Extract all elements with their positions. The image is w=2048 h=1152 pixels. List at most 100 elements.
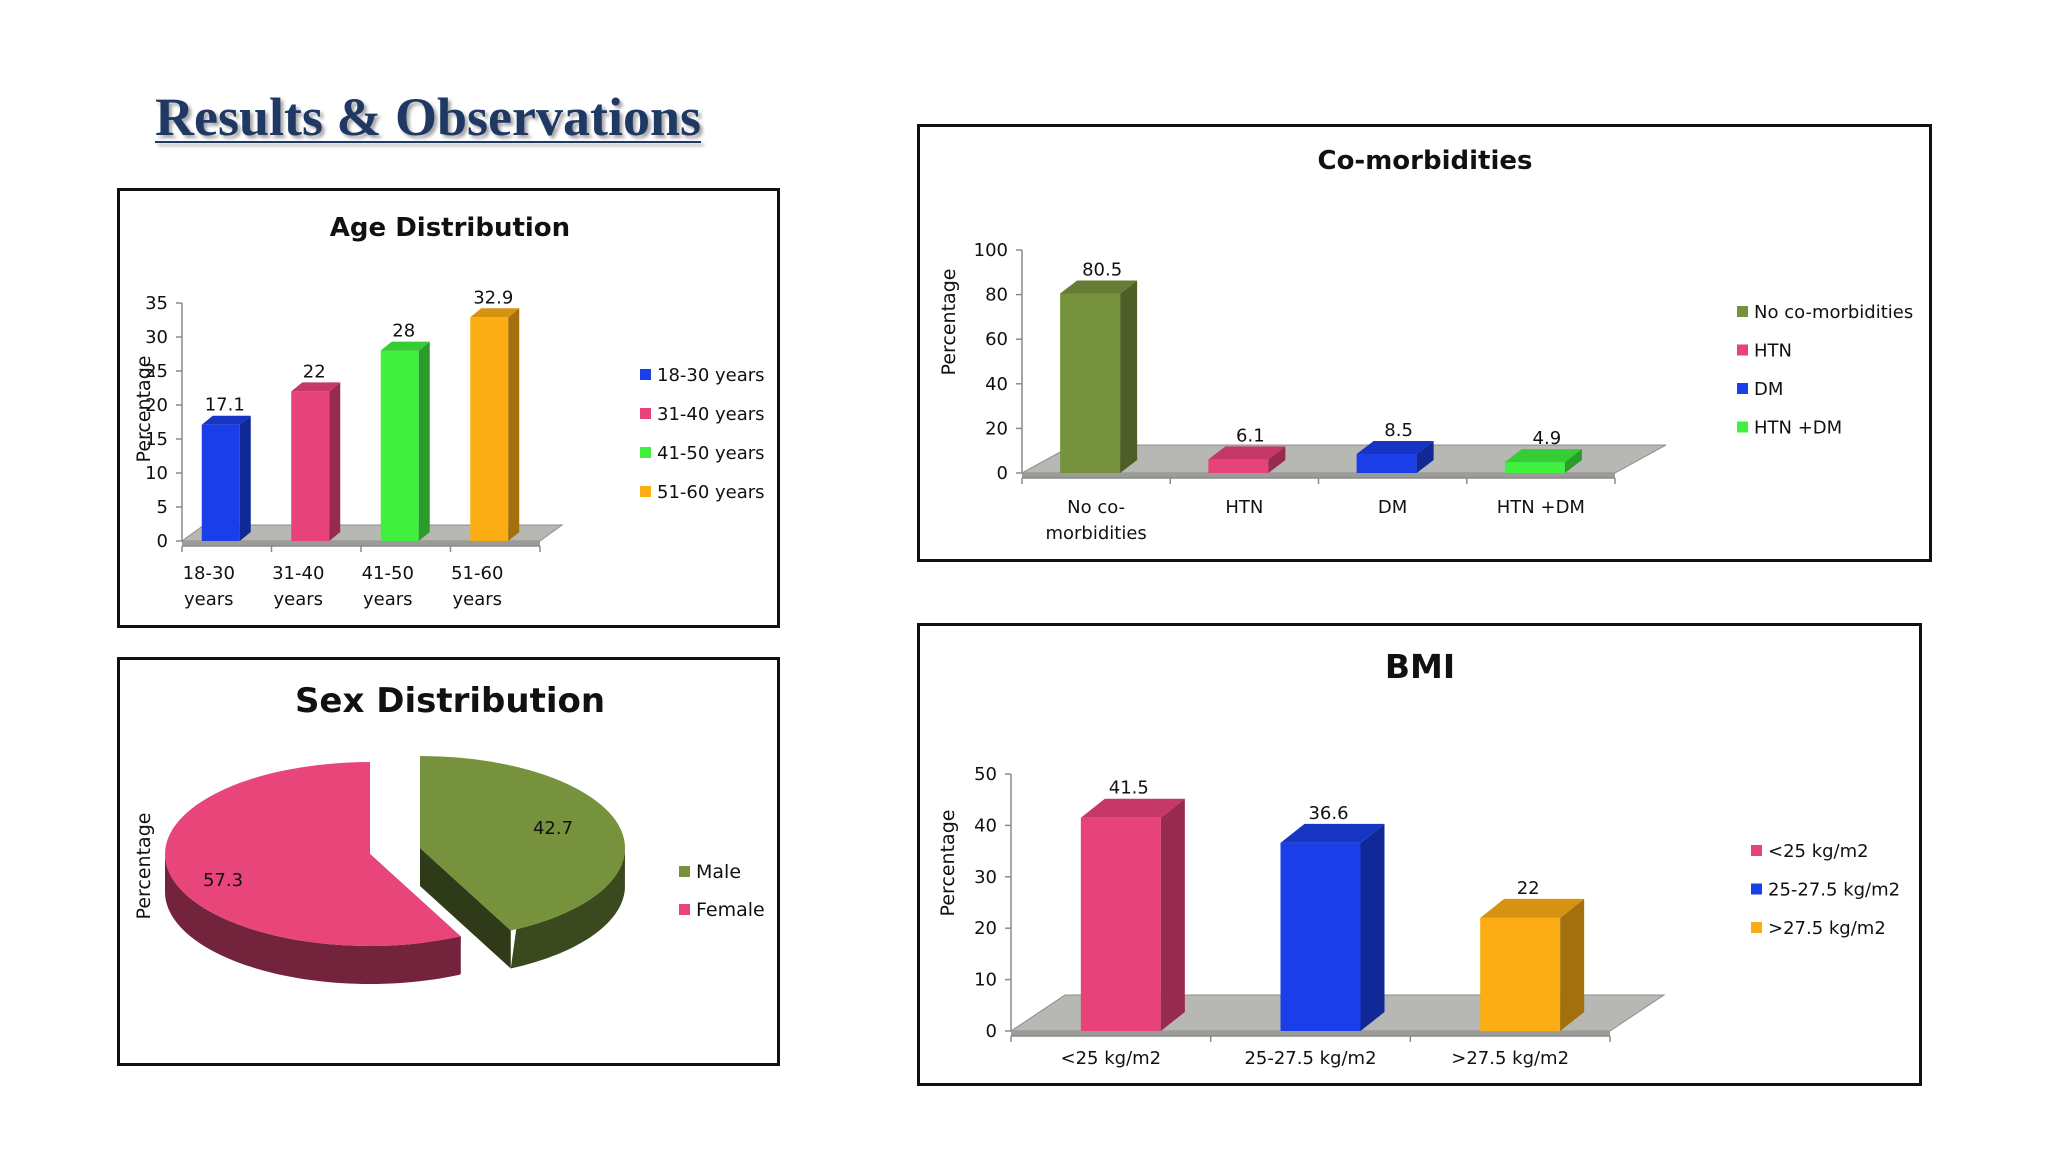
bar-front [1280, 842, 1361, 1031]
chart-title: BMI [1385, 647, 1455, 686]
y-tick-label: 40 [974, 815, 997, 836]
bar-1 [1080, 798, 1185, 1031]
bar-side [418, 341, 430, 541]
y-tick-label: 30 [145, 327, 168, 348]
legend-swatch [640, 408, 651, 419]
bar-side [1360, 823, 1385, 1031]
data-label: 17.1 [205, 395, 245, 416]
x-tick-label: 41-50 [362, 563, 414, 584]
x-tick-label: 31-40 [272, 563, 324, 584]
data-label: 6.1 [1236, 425, 1265, 446]
bar-4 [1504, 449, 1582, 473]
data-label: 36.6 [1308, 803, 1348, 824]
legend-swatch [1751, 845, 1762, 856]
pie-slice-rim [165, 854, 461, 984]
y-tick-label: 60 [985, 329, 1008, 350]
y-tick-label: 10 [145, 463, 168, 484]
pie-slice-male [420, 756, 625, 969]
chart-title: Age Distribution [330, 213, 570, 243]
pie-slice-wall [420, 848, 511, 969]
legend-swatch [640, 447, 651, 458]
y-tick-label: 30 [974, 867, 997, 888]
y-tick-label: 20 [145, 395, 168, 416]
x-tick-label: 25-27.5 kg/m2 [1244, 1048, 1376, 1069]
bar-side [1560, 898, 1585, 1031]
bar-3 [1480, 898, 1585, 1031]
bar-side [1160, 798, 1185, 1031]
bar-2 [291, 382, 341, 541]
y-tick-label: 0 [986, 1021, 997, 1042]
data-label: 32.9 [473, 287, 513, 308]
y-axis-label: Percentage [133, 813, 155, 920]
bar-side [1120, 280, 1138, 473]
y-tick-label: 100 [974, 240, 1008, 261]
pie-slice-rim [510, 848, 625, 969]
bar-side [508, 308, 520, 541]
legend-label: Male [696, 861, 741, 883]
x-tick-label: morbidities [1045, 523, 1146, 544]
bar-top [291, 382, 341, 392]
y-tick-label: 80 [985, 285, 1008, 306]
age-distribution-chart: Age Distribution Percentage 0 5 10 15 20 25 30 35… [117, 188, 780, 628]
data-label: 28 [392, 321, 415, 342]
bar-2 [1280, 823, 1385, 1031]
data-label: 22 [1517, 878, 1540, 899]
bar-front [1080, 817, 1161, 1031]
y-tick-label: 25 [145, 361, 168, 382]
chart-title: Co-morbidities [1317, 146, 1532, 176]
y-tick-label: 20 [985, 418, 1008, 439]
legend-label: >27.5 kg/m2 [1768, 918, 1886, 939]
legend-swatch [1737, 306, 1748, 317]
data-label: 4.9 [1533, 428, 1562, 449]
bar-front [1356, 454, 1417, 473]
y-axis-label: Percentage [133, 356, 155, 463]
x-tick-label: 51-60 [451, 563, 503, 584]
y-tick-label: 50 [974, 764, 997, 785]
x-tick-label: HTN [1225, 497, 1263, 518]
data-label: 80.5 [1082, 259, 1122, 280]
x-tick-label: years [452, 589, 502, 610]
pie-slice-female [165, 762, 461, 984]
legend-label: <25 kg/m2 [1768, 841, 1869, 862]
x-tick-label: >27.5 kg/m2 [1451, 1048, 1569, 1069]
x-tick-label: HTN +DM [1497, 497, 1585, 518]
legend-swatch [1737, 383, 1748, 394]
legend-label: 51-60 years [657, 482, 765, 503]
bar-side [1564, 449, 1582, 473]
x-tick-label: 18-30 [183, 563, 235, 584]
legend-swatch [679, 904, 690, 915]
bar-front [1208, 459, 1269, 473]
y-tick-label: 5 [157, 497, 168, 518]
legend-label: DM [1754, 379, 1783, 400]
legend-swatch [1737, 344, 1748, 356]
bar-side [1416, 441, 1434, 473]
chart-floor-edge [182, 541, 540, 546]
legend-label: Female [696, 899, 765, 921]
bar-side [1268, 446, 1286, 473]
bar-side [329, 382, 341, 541]
bar-front [291, 391, 330, 541]
page-title: Results & Observations [155, 87, 702, 147]
bar-top [1504, 449, 1582, 463]
bar-top [470, 308, 520, 318]
legend-label: 25-27.5 kg/m2 [1768, 880, 1900, 901]
comorbidities-chart: Co-morbidities Percentage 0 20 40 60 80 100 80.5… [917, 124, 1932, 562]
y-tick-label: 0 [157, 531, 168, 552]
bmi-chart: BMI Percentage 0 10 20 30 40 50 41.5 <25 kg/m2 36.… [917, 623, 1922, 1086]
legend-label: 41-50 years [657, 443, 765, 464]
y-axis-label: Percentage [937, 810, 959, 917]
y-tick-label: 10 [974, 970, 997, 991]
x-tick-label: DM [1378, 497, 1407, 518]
y-axis-label: Percentage [938, 269, 960, 376]
data-label: 57.3 [203, 870, 243, 891]
bar-3 [1356, 441, 1434, 473]
legend-swatch [640, 369, 651, 380]
legend-label: 31-40 years [657, 404, 765, 425]
bar-front [201, 424, 240, 541]
bar-top [1060, 280, 1138, 294]
legend-swatch [1751, 922, 1762, 933]
bar-2 [1208, 446, 1286, 473]
y-tick-label: 20 [974, 918, 997, 939]
chart-title: Sex Distribution [295, 681, 605, 721]
legend-swatch [640, 486, 651, 497]
